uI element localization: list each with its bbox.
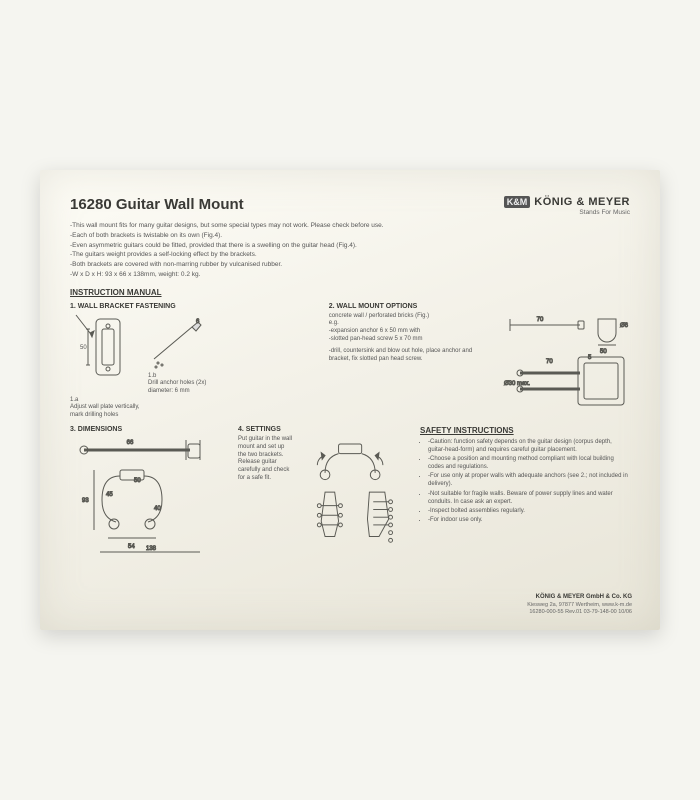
intro-line: -W x D x H: 93 x 66 x 138mm, weight: 0.2…	[70, 271, 630, 280]
step-1: 1. WALL BRACKET FASTENING	[70, 303, 315, 420]
safety-block: SAFETY INSTRUCTIONS -Caution: function s…	[420, 426, 630, 556]
diagram-1a: 50 1.a Adjust wall plate vertically, mar…	[70, 313, 140, 420]
intro-line: -The guitars weight provides a self-lock…	[70, 251, 630, 260]
title-block: 16280 Guitar Wall Mount	[70, 196, 244, 213]
svg-text:66: 66	[127, 440, 134, 446]
intro-line: -Both brackets are covered with non-marr…	[70, 261, 630, 270]
safety-item: -For use only at proper walls with adequ…	[428, 472, 630, 488]
svg-text:Ø30 max.: Ø30 max.	[504, 381, 530, 387]
settings-svg	[300, 436, 406, 556]
step-4-title: 4. SETTINGS	[238, 426, 406, 433]
step-4: 4. SETTINGS Put guitar in the wall mount…	[238, 426, 406, 556]
product-title: 16280 Guitar Wall Mount	[70, 196, 244, 213]
safety-item: -Choose a position and mounting method c…	[428, 455, 630, 471]
safety-list: -Caution: function safety depends on the…	[420, 438, 630, 524]
step-2-line: concrete wall / perforated bricks (Fig.)	[329, 313, 492, 321]
brand-badge: K&M	[504, 196, 531, 208]
step-3-title: 3. DIMENSIONS	[70, 426, 224, 433]
step-4-text: Put guitar in the wall mount and set up …	[238, 436, 294, 556]
step-1b-label: 1.b	[148, 373, 218, 381]
brand-block: K&M KÖNIG & MEYER Stands For Music	[504, 196, 630, 216]
brand-tagline: Stands For Music	[504, 209, 630, 216]
step-2-line: -expansion anchor 6 x 50 mm with	[329, 328, 492, 336]
intro-line: -This wall mount fits for many guitar de…	[70, 222, 630, 231]
manual-heading: INSTRUCTION MANUAL	[70, 288, 630, 297]
instruction-sheet: 16280 Guitar Wall Mount K&M KÖNIG & MEYE…	[40, 170, 660, 630]
diagram-1b: 6 1.b Drill anchor holes (2x) diameter: …	[148, 313, 218, 396]
safety-title: SAFETY INSTRUCTIONS	[420, 426, 630, 435]
brand-logo: K&M KÖNIG & MEYER	[504, 196, 630, 208]
svg-text:54: 54	[128, 544, 135, 550]
footer-address: Kiesweg 2a, 97877 Wertheim, www.k-m.de	[527, 602, 632, 608]
diagram-2: 70 Ø6 50	[500, 313, 630, 413]
footer-rev: 16280-000-55 Rev.01 03-79-148-00 10/06	[529, 609, 632, 615]
safety-item: -Caution: function safety depends on the…	[428, 438, 630, 454]
svg-text:40: 40	[154, 506, 161, 512]
step-2-line: e.g.	[329, 320, 492, 328]
dim-50: 50	[80, 345, 87, 351]
step-1a-text: Adjust wall plate vertically, mark drill…	[70, 404, 140, 420]
svg-text:5: 5	[588, 355, 592, 361]
intro-line: -Each of both brackets is twistable on i…	[70, 232, 630, 241]
safety-item: -For indoor use only.	[428, 516, 630, 524]
svg-text:93: 93	[82, 498, 89, 504]
svg-text:70: 70	[537, 317, 544, 323]
step-2: 2. WALL MOUNT OPTIONS concrete wall / pe…	[329, 303, 630, 420]
svg-text:Ø6: Ø6	[620, 323, 629, 329]
step-1b-text: Drill anchor holes (2x) diameter: 6 mm	[148, 380, 218, 396]
safety-item: -Not suitable for fragile walls. Beware …	[428, 490, 630, 506]
bracket-svg: 50	[70, 313, 140, 397]
mount-options-svg: 70 Ø6 50	[500, 313, 630, 413]
step-2-text: concrete wall / perforated bricks (Fig.)…	[329, 313, 492, 413]
footer: KÖNIG & MEYER GmbH & Co. KG Kiesweg 2a, …	[527, 594, 632, 616]
svg-text:70: 70	[546, 359, 553, 365]
step-2-line: -slotted pan-head screw 5 x 70 mm	[329, 336, 492, 344]
step-1a-label: 1.a	[70, 397, 140, 405]
step-2-title: 2. WALL MOUNT OPTIONS	[329, 303, 630, 310]
svg-text:138: 138	[146, 546, 157, 552]
row-steps-1-2: 1. WALL BRACKET FASTENING	[70, 303, 630, 420]
step-3: 3. DIMENSIONS 66 93 54	[70, 426, 224, 556]
brand-name: KÖNIG & MEYER	[534, 196, 630, 208]
svg-text:45: 45	[106, 492, 113, 498]
step-2-line: -drill, countersink and blow out hole, p…	[329, 348, 492, 364]
svg-text:50: 50	[600, 349, 607, 355]
footer-company: KÖNIG & MEYER GmbH & Co. KG	[536, 594, 632, 600]
header-row: 16280 Guitar Wall Mount K&M KÖNIG & MEYE…	[70, 196, 630, 216]
safety-item: -Inspect bolted assemblies regularly.	[428, 507, 630, 515]
row-steps-3-4-safety: 3. DIMENSIONS 66 93 54	[70, 426, 630, 556]
intro-text: -This wall mount fits for many guitar de…	[70, 222, 630, 280]
dimensions-svg: 66 93 54 138 50 45 40	[70, 436, 210, 556]
svg-text:50: 50	[134, 478, 141, 484]
step-1-title: 1. WALL BRACKET FASTENING	[70, 303, 315, 310]
intro-line: -Even asymmetric guitars could be fitted…	[70, 242, 630, 251]
drill-svg: 6	[148, 313, 208, 373]
